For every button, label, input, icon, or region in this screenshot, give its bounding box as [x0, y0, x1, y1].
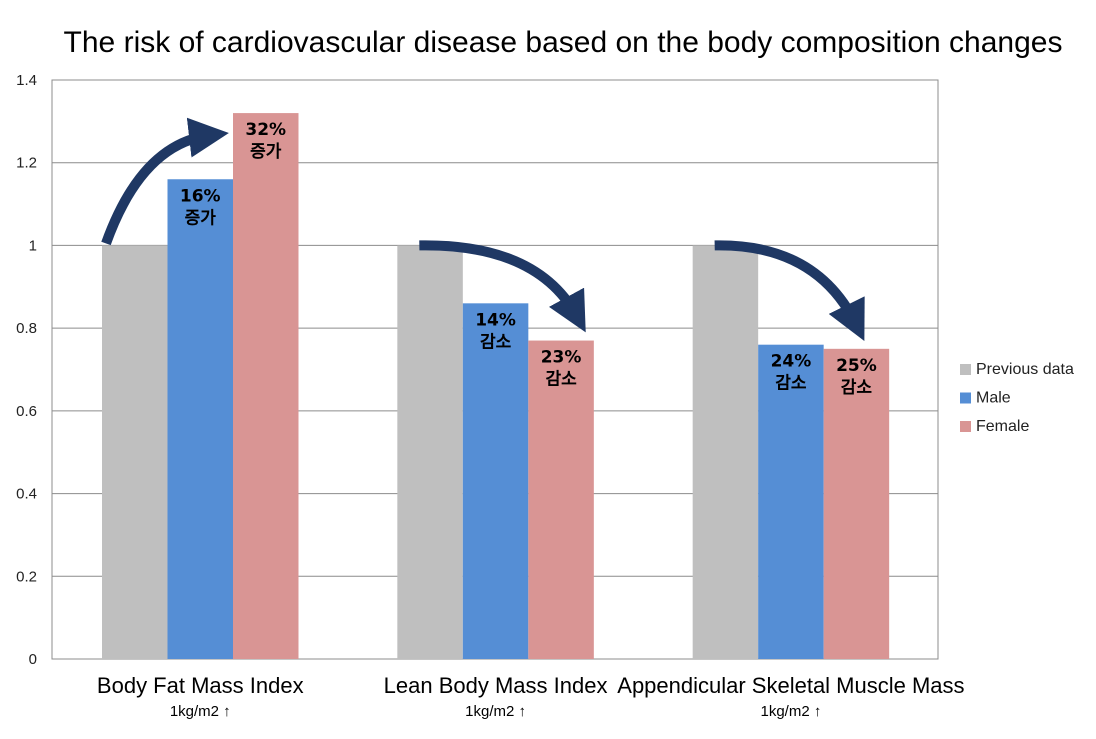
x-category-label: Body Fat Mass Index [97, 673, 304, 698]
data-label: 14% [475, 310, 516, 330]
bar-female [233, 113, 299, 660]
legend-label: Previous data [976, 361, 1074, 378]
legend-swatch [960, 392, 971, 404]
data-label: 증가 [250, 142, 282, 162]
bars [102, 113, 890, 660]
legend-label: Female [976, 418, 1029, 435]
data-label: 감소 [480, 332, 512, 352]
y-tick-label: 1.4 [16, 72, 37, 89]
data-label: 32% [245, 120, 286, 140]
y-tick-label: 0.8 [16, 320, 37, 337]
x-category-label: Appendicular Skeletal Muscle Mass [617, 673, 964, 698]
legend-swatch [960, 421, 971, 432]
bar-previous-data [692, 245, 759, 659]
legend-swatch [960, 364, 971, 375]
y-tick-label: 0.2 [16, 568, 37, 585]
trend-arrow [419, 240, 586, 333]
x-category-sublabel: 1kg/m2 ↑ [170, 703, 231, 720]
legend-label: Male [976, 390, 1011, 407]
data-label: 24% [771, 352, 812, 372]
data-label: 23% [541, 348, 582, 368]
trend-arrow [101, 117, 229, 246]
trend-arrows [101, 117, 865, 341]
y-tick-label: 0 [29, 651, 37, 668]
bar-previous-data [102, 245, 168, 659]
x-category-sublabel: 1kg/m2 ↑ [465, 703, 526, 720]
y-tick-label: 0.6 [16, 403, 37, 420]
data-label: 증가 [185, 208, 217, 228]
data-label: 25% [836, 356, 877, 376]
data-label: 감소 [841, 378, 873, 398]
bar-male [462, 303, 529, 659]
bar-male [167, 179, 233, 659]
y-tick-label: 0.4 [16, 486, 37, 503]
bar-previous-data [397, 245, 463, 659]
y-axis: 0 0.2 0.4 0.6 0.8 1 1.2 1.4 [16, 72, 37, 668]
y-tick-label: 1.2 [16, 155, 37, 172]
data-label: 감소 [775, 374, 807, 394]
x-axis: Body Fat Mass Index 1kg/m2 ↑ Lean Body Mas… [97, 673, 965, 720]
x-category-sublabel: 1kg/m2 ↑ [760, 703, 821, 720]
chart-title: The risk of cardiovascular disease based… [64, 26, 1063, 59]
y-tick-label: 1 [29, 237, 37, 254]
bar-female [528, 340, 594, 659]
bar-male [758, 344, 824, 659]
x-category-label: Lean Body Mass Index [384, 673, 608, 698]
data-label: 감소 [545, 370, 577, 390]
trend-arrow [714, 240, 865, 341]
legend: Previous data Male Female [960, 361, 1074, 435]
bar-female [823, 348, 890, 659]
data-label: 16% [180, 186, 221, 206]
